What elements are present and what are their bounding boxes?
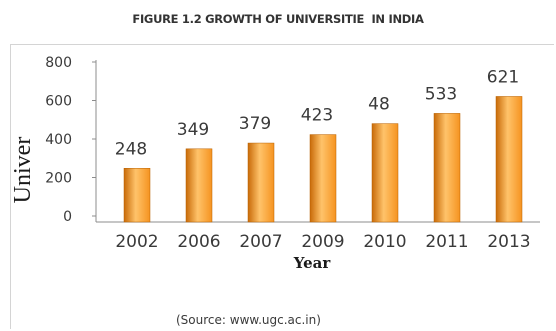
data-label-2007: 379 (239, 114, 271, 134)
bar-2006 (185, 148, 213, 223)
y-axis-label: Univer (10, 137, 36, 204)
x-tick-label-2011: 2011 (425, 232, 468, 252)
x-tick-label-2010: 2010 (363, 232, 406, 252)
y-tick-label: 800 (45, 55, 72, 71)
x-tick-label-2009: 2009 (301, 232, 344, 252)
bar-2011 (433, 113, 461, 223)
bar-2013 (495, 96, 523, 223)
y-tick-label: 600 (45, 94, 72, 110)
data-label-2006: 349 (177, 120, 209, 140)
bar-2009 (309, 134, 337, 223)
x-tick-label-2007: 2007 (239, 232, 282, 252)
data-label-2002: 248 (115, 139, 147, 159)
data-label-2011: 533 (425, 84, 457, 104)
x-tick-label-2006: 2006 (177, 232, 220, 252)
chart-data-labels: 248 349 379 423 48 533 621 (115, 67, 519, 159)
y-tick-label: 400 (45, 132, 72, 148)
chart-x-tick-labels: 2002 2006 2007 2009 2010 2011 2013 (115, 232, 530, 252)
y-tick-label: 0 (63, 209, 72, 225)
source-note: (Source: www.ugc.ac.in) (176, 313, 321, 327)
x-tick-label-2013: 2013 (487, 232, 530, 252)
chart-y-tick-labels: 800 600 400 200 0 (45, 55, 96, 225)
bar-2010 (371, 123, 399, 223)
data-label-2010: 48 (368, 95, 390, 115)
data-label-2013: 621 (487, 67, 519, 87)
bar-2007 (247, 142, 275, 223)
data-label-2009: 423 (301, 106, 333, 126)
bar-2002 (123, 168, 151, 223)
figure-title: FIGURE 1.2 GROWTH OF UNIVERSITIE IN INDI… (132, 12, 424, 26)
chart-bars (123, 96, 523, 223)
x-axis-label: Year (293, 254, 332, 272)
x-tick-label-2002: 2002 (115, 232, 158, 252)
chart-frame (10, 44, 554, 329)
y-tick-label: 200 (45, 171, 72, 187)
